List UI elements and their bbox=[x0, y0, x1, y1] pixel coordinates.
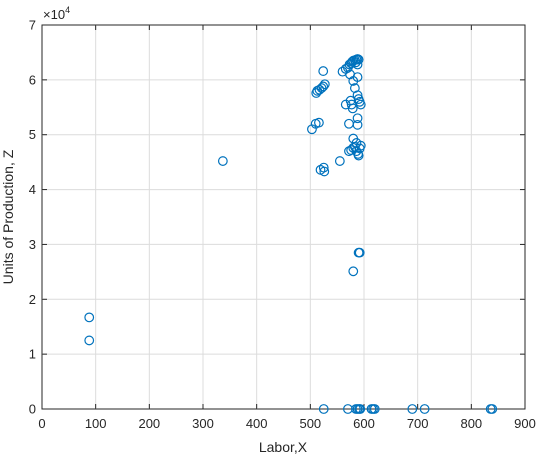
x-tick-label: 0 bbox=[38, 416, 45, 431]
y-exponent-base: ×10 bbox=[43, 7, 65, 22]
y-tick-label: 7 bbox=[29, 18, 36, 33]
data-point bbox=[318, 66, 329, 76]
data-point bbox=[353, 150, 364, 161]
data-point bbox=[355, 404, 366, 414]
x-tick-label: 500 bbox=[299, 416, 321, 431]
data-point bbox=[318, 404, 329, 414]
data-point bbox=[347, 103, 358, 114]
data-point bbox=[353, 54, 364, 65]
data-point bbox=[351, 57, 361, 68]
y-axis-label: Units of Production, Z bbox=[0, 149, 16, 284]
data-point bbox=[354, 247, 365, 258]
data-point bbox=[319, 79, 330, 90]
x-tick-label: 800 bbox=[460, 416, 482, 431]
data-point bbox=[84, 312, 95, 323]
y-tick-label: 2 bbox=[29, 292, 36, 307]
data-point bbox=[84, 335, 95, 346]
axis-ticks bbox=[41, 24, 526, 410]
data-point bbox=[346, 99, 357, 110]
plot-area bbox=[41, 24, 526, 410]
y-exponent-power: 4 bbox=[65, 5, 70, 15]
data-point bbox=[355, 140, 366, 151]
data-points bbox=[84, 54, 498, 414]
y-tick-labels: 0 1 2 3 4 5 6 7 bbox=[29, 18, 36, 417]
grid bbox=[42, 25, 525, 409]
data-point bbox=[352, 72, 363, 83]
data-point bbox=[318, 81, 329, 92]
data-point bbox=[352, 119, 363, 130]
data-point bbox=[369, 404, 380, 414]
data-point bbox=[319, 166, 330, 177]
y-tick-label: 4 bbox=[29, 182, 36, 197]
data-point bbox=[407, 404, 418, 414]
x-tick-label: 100 bbox=[85, 416, 107, 431]
data-point bbox=[318, 162, 329, 173]
x-tick-label: 900 bbox=[514, 416, 536, 431]
data-point bbox=[348, 266, 359, 277]
data-point bbox=[487, 404, 498, 414]
data-point bbox=[314, 117, 324, 128]
x-tick-labels: 0 100 200 300 400 500 600 700 800 900 bbox=[38, 416, 535, 431]
x-tick-label: 200 bbox=[138, 416, 160, 431]
x-tick-label: 700 bbox=[407, 416, 429, 431]
data-point bbox=[349, 83, 360, 93]
data-point bbox=[348, 142, 359, 153]
data-point bbox=[352, 59, 363, 70]
x-tick-label: 300 bbox=[192, 416, 214, 431]
y-tick-label: 0 bbox=[29, 402, 36, 417]
x-axis-label: Labor,X bbox=[259, 439, 308, 455]
x-tick-label: 600 bbox=[353, 416, 375, 431]
y-tick-label: 3 bbox=[29, 237, 36, 252]
data-point bbox=[334, 156, 345, 166]
data-point bbox=[217, 156, 228, 166]
y-exponent-label: ×104 bbox=[43, 5, 70, 22]
y-tick-label: 5 bbox=[29, 127, 36, 142]
x-tick-label: 400 bbox=[246, 416, 268, 431]
data-point bbox=[419, 404, 430, 414]
y-tick-label: 1 bbox=[29, 347, 36, 362]
y-tick-label: 6 bbox=[29, 72, 36, 87]
data-point bbox=[352, 113, 363, 124]
data-point bbox=[352, 90, 363, 101]
